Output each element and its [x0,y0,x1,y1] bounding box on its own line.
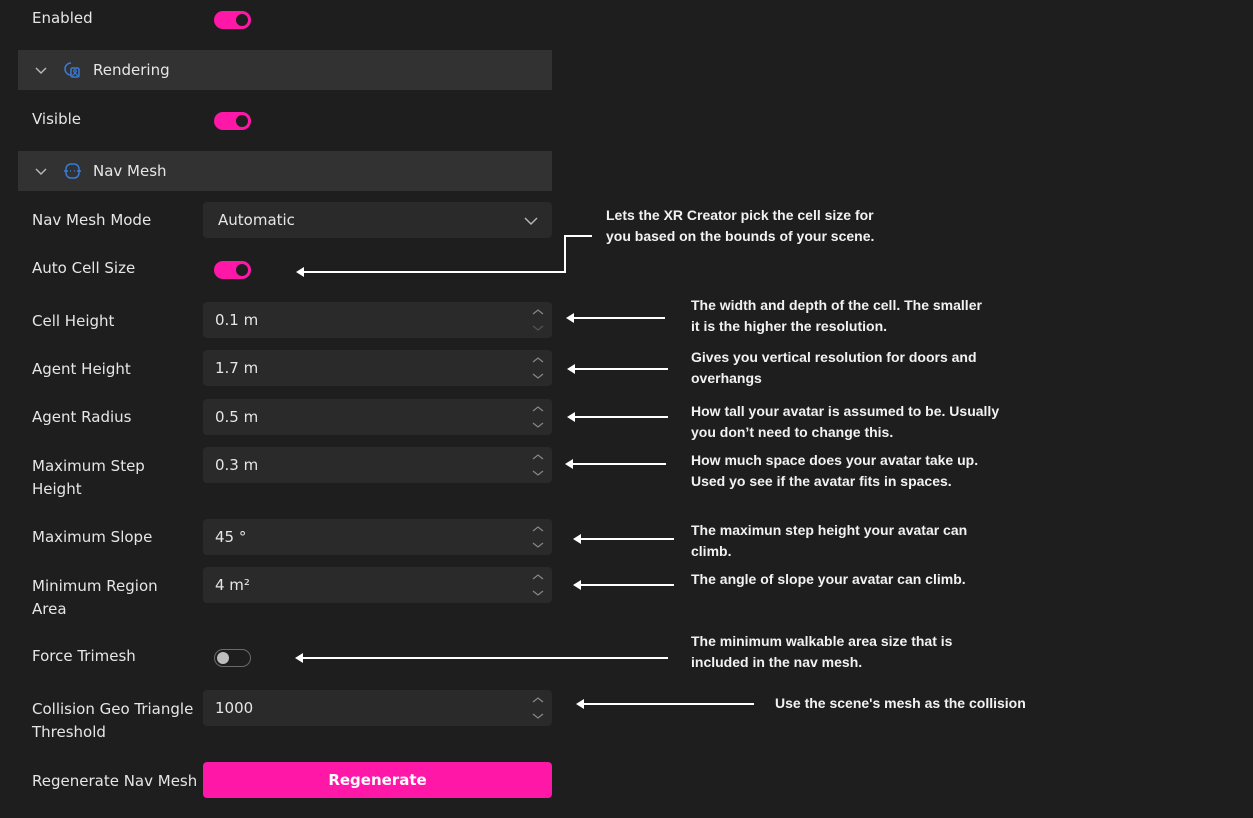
visible-label: Visible [32,110,81,128]
force-trimesh-toggle[interactable] [214,649,251,667]
enabled-label: Enabled [32,9,93,27]
chevron-down-icon [524,217,538,225]
chevron-down-icon [35,168,47,175]
navmesh-mode-label: Nav Mesh Mode [32,211,152,229]
cell-height-input[interactable]: 0.1 m [203,302,552,338]
note-max-step-height: How much space does your avatar take up.… [691,452,979,489]
force-trimesh-label: Force Trimesh [32,647,136,665]
min-region-area-input[interactable]: 4 m² [203,567,552,603]
arrow-auto-cell-size [300,235,592,273]
min-region-area-value: 4 m² [215,576,250,594]
rendering-icon [64,62,80,78]
max-slope-label: Maximum Slope [32,528,153,546]
min-region-area-label: Minimum Region Area [32,577,158,618]
note-force-trimesh: The minimum walkable area size that is in… [691,633,953,670]
collision-threshold-input[interactable]: 1000 [203,690,552,726]
cell-height-value: 0.1 m [215,311,259,329]
agent-height-label: Agent Height [32,360,131,378]
agent-radius-input[interactable]: 0.5 m [203,399,552,435]
navmesh-title: Nav Mesh [93,162,167,180]
navmesh-mode-value: Automatic [218,211,295,229]
regenerate-button[interactable]: Regenerate [203,762,552,798]
rendering-section-header[interactable]: Rendering [18,50,552,90]
spinner-icon[interactable] [532,307,544,333]
spinner-icon[interactable] [532,404,544,430]
max-step-height-input[interactable]: 0.3 m [203,447,552,483]
agent-radius-value: 0.5 m [215,408,259,426]
spinner-icon[interactable] [532,695,544,721]
collision-threshold-value: 1000 [215,699,254,717]
note-agent-height: Gives you vertical resolution for doors … [691,349,977,386]
navmesh-section-header[interactable]: Nav Mesh [18,151,552,191]
agent-height-input[interactable]: 1.7 m [203,350,552,386]
max-step-height-label: Maximum Step Height [32,457,145,498]
spinner-icon[interactable] [532,452,544,478]
rendering-title: Rendering [93,61,170,79]
agent-radius-label: Agent Radius [32,408,132,426]
note-min-region-area: The angle of slope your avatar can climb… [691,571,966,587]
auto-cell-size-label: Auto Cell Size [32,259,136,277]
visible-toggle[interactable] [214,112,251,130]
max-slope-value: 45 ° [215,528,247,546]
cell-height-label: Cell Height [32,312,115,330]
note-agent-radius: How tall your avatar is assumed to be. U… [691,403,1000,440]
note-max-slope: The maximun step height your avatar can c… [691,522,968,559]
max-step-height-value: 0.3 m [215,456,259,474]
spinner-icon[interactable] [532,572,544,598]
spinner-icon[interactable] [532,355,544,381]
chevron-down-icon [35,67,47,74]
max-slope-input[interactable]: 45 ° [203,519,552,555]
regenerate-label: Regenerate Nav Mesh [32,772,198,790]
note-collision-threshold: Use the scene's mesh as the collision [775,695,1026,711]
agent-height-value: 1.7 m [215,359,259,377]
navmesh-icon [64,163,81,179]
auto-cell-size-toggle[interactable] [214,261,251,279]
collision-threshold-label: Collision Geo Triangle Threshold [32,700,194,741]
note-auto-cell-size: Lets the XR Creator pick the cell size f… [606,207,875,244]
note-cell-height: The width and depth of the cell. The sma… [691,297,982,334]
navmesh-mode-select[interactable]: Automatic [203,202,552,238]
spinner-icon[interactable] [532,524,544,550]
enabled-toggle[interactable] [214,11,251,29]
